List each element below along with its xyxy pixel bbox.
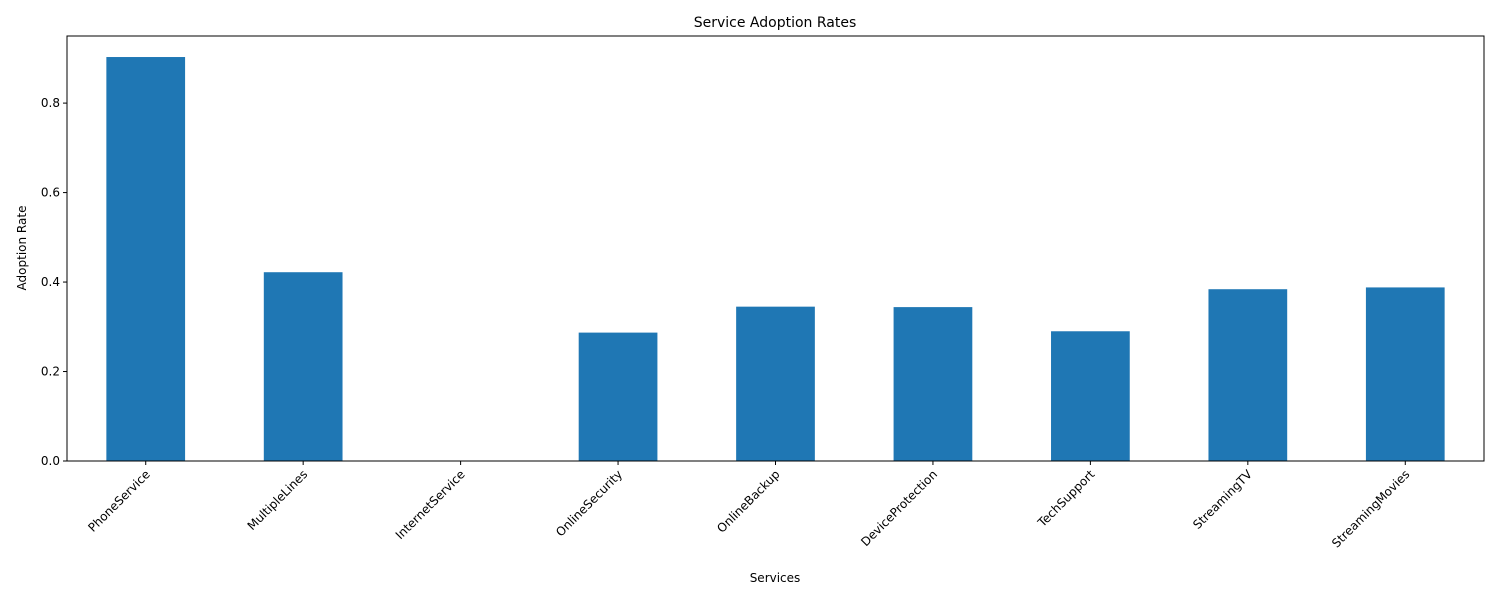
x-tick-label-OnlineBackup: OnlineBackup [714, 467, 782, 535]
y-tick-label: 0.8 [41, 96, 60, 110]
plot-frame [66, 35, 1485, 462]
x-tick-label-TechSupport: TechSupport [1034, 467, 1097, 530]
bars-group [106, 57, 1445, 462]
x-tick-label-PhoneService: PhoneService [85, 467, 153, 535]
bar-StreamingTV [1208, 289, 1288, 461]
chart-title: Service Adoption Rates [694, 15, 857, 31]
x-tick-label-StreamingMovies: StreamingMovies [1329, 467, 1412, 550]
bar-StreamingMovies [1365, 287, 1445, 461]
y-tick-label: 0.4 [41, 275, 60, 289]
y-tick-label: 0.0 [41, 454, 60, 468]
bar-PhoneService [106, 57, 186, 462]
y-tick-label: 0.2 [41, 365, 60, 379]
bar-DeviceProtection [893, 307, 973, 461]
x-tick-label-OnlineSecurity: OnlineSecurity [553, 467, 625, 539]
x-tick-label-MultipleLines: MultipleLines [245, 467, 311, 533]
y-tick-label: 0.6 [41, 186, 60, 200]
x-axis: PhoneService MultipleLines InternetService… [85, 461, 1412, 550]
bar-OnlineSecurity [578, 332, 658, 461]
bar-OnlineBackup [736, 306, 815, 461]
bar-TechSupport [1051, 331, 1130, 461]
y-axis: 0.0 0.2 0.4 0.6 0.8 [41, 96, 67, 468]
x-tick-label-StreamingTV: StreamingTV [1190, 467, 1255, 532]
bar-MultipleLines [263, 272, 343, 461]
x-axis-title: Services [750, 571, 801, 585]
x-tick-label-DeviceProtection: DeviceProtection [858, 467, 940, 549]
x-tick-label-InternetService: InternetService [393, 467, 468, 542]
y-axis-title: Adoption Rate [15, 206, 29, 291]
